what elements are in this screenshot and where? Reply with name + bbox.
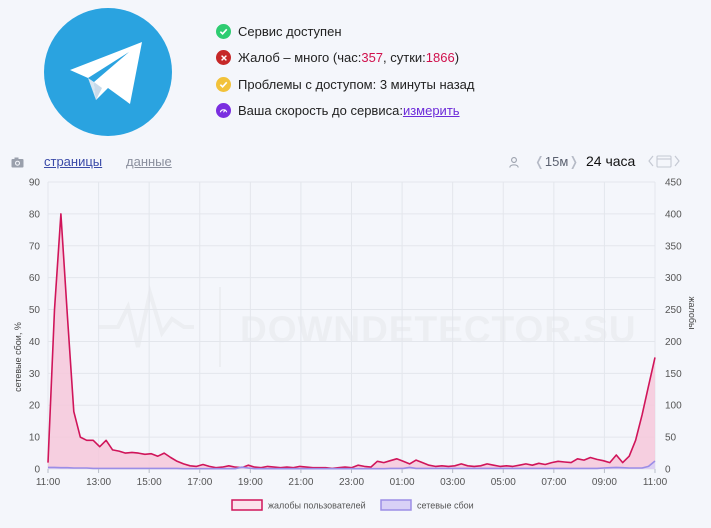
y-right-tick-label: 350 (665, 241, 682, 252)
x-tick-label: 15:00 (137, 477, 162, 488)
chevron-right-icon: ❭ (568, 154, 580, 169)
x-tick-label: 23:00 (339, 477, 364, 488)
x-tick-label: 07:00 (541, 477, 566, 488)
y-left-tick-label: 30 (29, 369, 41, 380)
x-tick-label: 19:00 (238, 477, 263, 488)
x-tick-label: 03:00 (440, 477, 465, 488)
y-left-tick-label: 90 (29, 178, 41, 189)
status-speed: Ваша скорость до сервиса: измерить (216, 102, 475, 120)
legend-outages-swatch (380, 499, 412, 511)
x-tick-label: 01:00 (390, 477, 415, 488)
legend-outages-label: сетевые сбои (417, 501, 474, 511)
y-right-tick-label: 400 (665, 209, 682, 220)
speed-label: Ваша скорость до сервиса: (238, 103, 403, 119)
complaints-prefix: Жалоб – много (час: (238, 50, 362, 66)
range-15m-button[interactable]: ❬15м❭ (534, 154, 579, 170)
complaints-mid: , сутки: (383, 50, 426, 66)
y-left-tick-label: 70 (29, 241, 41, 252)
grid-lines (47, 181, 656, 470)
check-icon (216, 76, 231, 92)
y-left-tick-label: 10 (29, 433, 41, 444)
complaints-day-value: 1866 (425, 50, 455, 66)
x-tick-label: 09:00 (592, 477, 617, 488)
x-tick-label: 13:00 (86, 477, 111, 488)
x-tick-label: 05:00 (491, 477, 516, 488)
x-tick-label: 21:00 (288, 477, 313, 488)
y-left-tick-label: 20 (29, 401, 41, 412)
tab-data[interactable]: данные (126, 154, 172, 169)
y-right-tick-label: 100 (665, 401, 682, 412)
legend-complaints-swatch (231, 499, 263, 511)
range-15m-label: 15м (544, 154, 569, 169)
complaints-suffix: ) (454, 50, 460, 66)
complaints-series-line (47, 213, 656, 470)
y-right-tick-label: 450 (665, 178, 682, 189)
chart-legend: жалобы пользователей сетевые сбои (231, 499, 474, 511)
status-list: Сервис доступен Жалоб – много (час: 357,… (216, 22, 475, 128)
y-left-ticks: 0 10 20 30 40 50 60 70 80 90 (29, 178, 41, 476)
status-available: Сервис доступен (216, 22, 475, 40)
y-right-tick-label: 50 (665, 433, 677, 444)
y-right-tick-label: 150 (665, 369, 682, 380)
chart-svg: DOWNDETECTOR.SU 11:00 13:00 15:00 17:00 19:0… (13, 178, 697, 511)
y-right-ticks: 0 50 100 150 200 250 300 350 400 450 (665, 178, 682, 476)
outages-series-line (48, 460, 656, 470)
chart-areas (47, 213, 656, 470)
y-right-axis-title: жалобы (687, 296, 697, 329)
camera-icon[interactable] (11, 155, 24, 173)
status-complaints: Жалоб – много (час: 357, сутки: 1866) (216, 49, 475, 67)
watermark: DOWNDETECTOR.SU (98, 285, 637, 367)
status-available-text: Сервис доступен (238, 23, 342, 39)
chart-controls: страницы данные ❬15м❭ 24 часа (0, 150, 711, 172)
user-icon[interactable] (509, 155, 519, 173)
y-right-tick-label: 200 (665, 337, 682, 348)
chevron-left-icon: ❬ (534, 154, 545, 169)
range-24h-label: 24 часа (586, 153, 636, 169)
x-icon (216, 50, 231, 66)
status-access-problems: Проблемы с доступом: 3 минуты назад (216, 75, 475, 93)
check-icon (216, 23, 231, 39)
x-axis-ticks: 11:00 13:00 15:00 17:00 19:00 21:00 23:00 01:00… (36, 469, 668, 488)
y-left-tick-label: 0 (34, 465, 40, 476)
legend-complaints-label: жалобы пользователей (268, 501, 366, 511)
x-tick-label: 11:00 (36, 477, 61, 488)
x-tick-label: 11:00 (643, 477, 668, 488)
speed-measure-link[interactable]: измерить (402, 103, 460, 119)
calendar-icon[interactable] (647, 154, 681, 173)
y-left-tick-label: 60 (29, 273, 41, 284)
y-right-tick-label: 250 (665, 305, 682, 316)
access-problems-text: Проблемы с доступом: 3 минуты назад (238, 76, 475, 92)
y-left-axis-title: сетевые сбои, % (13, 322, 23, 392)
watermark-text: DOWNDETECTOR.SU (240, 309, 637, 350)
tab-pages[interactable]: страницы (44, 154, 103, 169)
y-left-tick-label: 50 (29, 305, 41, 316)
y-right-tick-label: 0 (665, 465, 671, 476)
complaints-hour-value: 357 (361, 50, 384, 66)
y-right-tick-label: 300 (665, 273, 682, 284)
telegram-logo (44, 8, 172, 136)
speedometer-icon (216, 103, 231, 119)
y-left-tick-label: 40 (29, 337, 41, 348)
y-left-tick-label: 80 (29, 209, 41, 220)
chart: DOWNDETECTOR.SU 11:00 13:00 15:00 17:00 19:0… (0, 175, 711, 528)
x-tick-label: 17:00 (187, 477, 212, 488)
